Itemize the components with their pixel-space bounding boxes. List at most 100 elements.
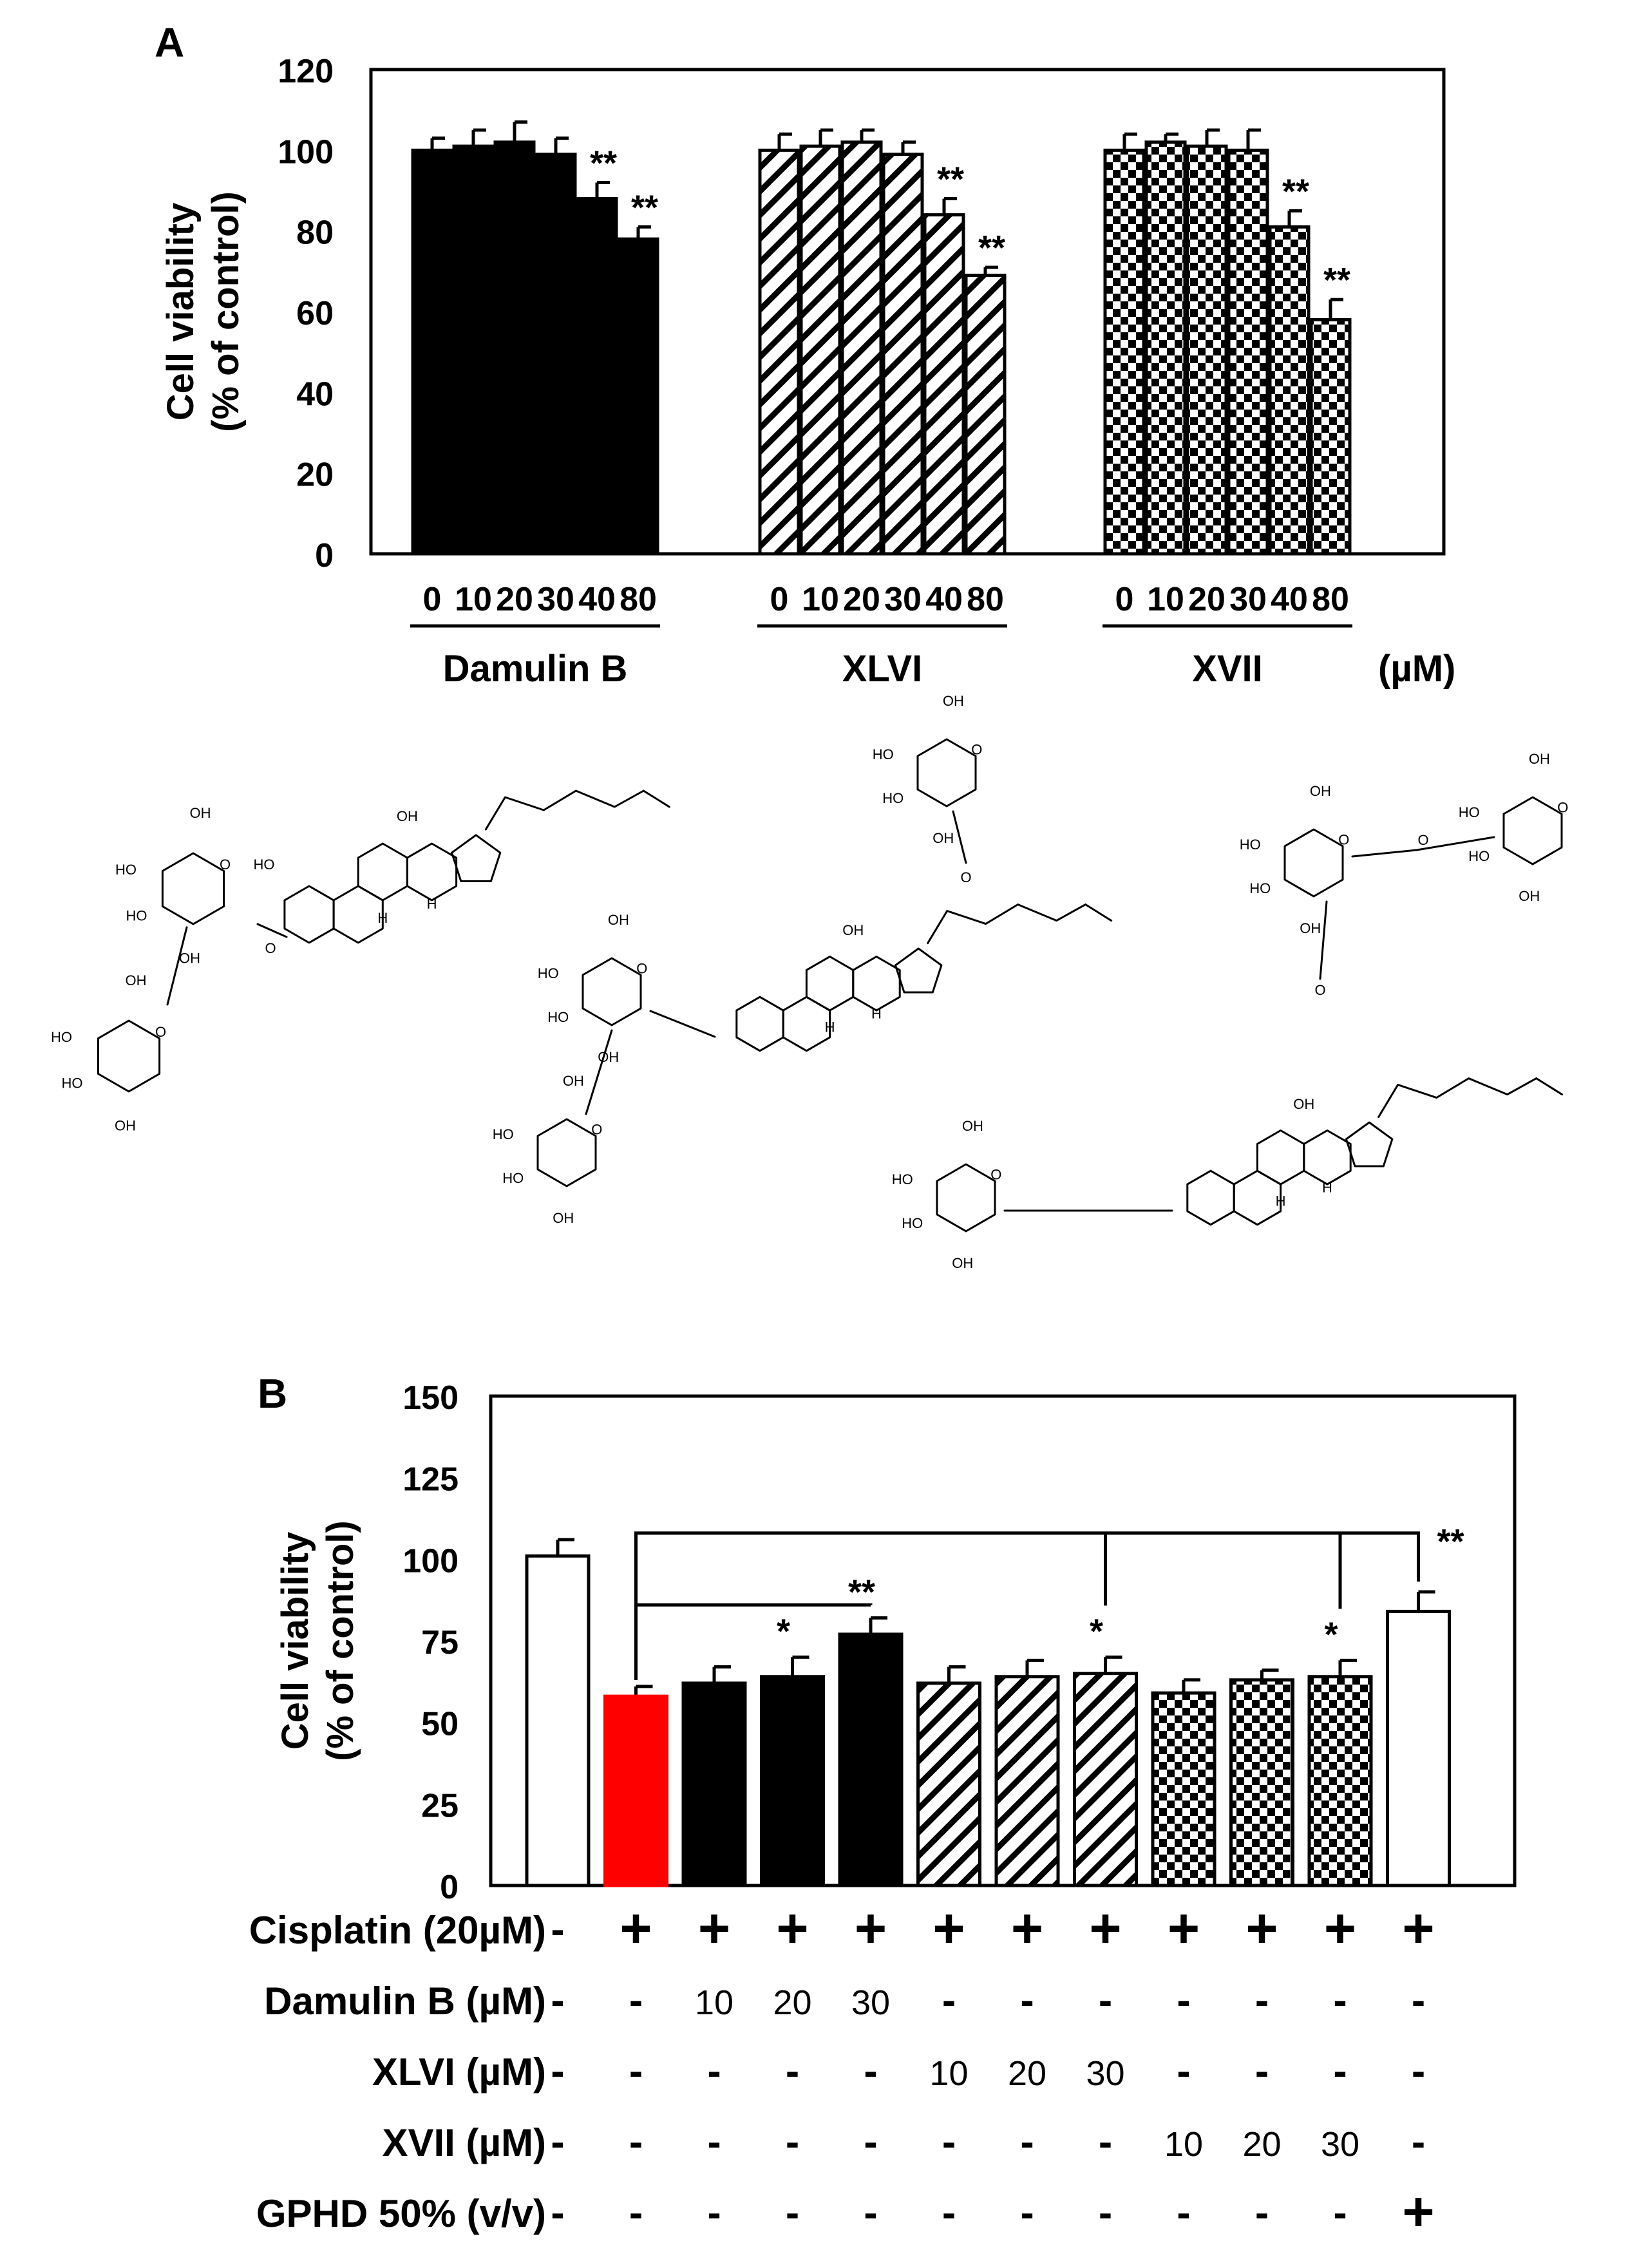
panel-b-condition-cell: - bbox=[1177, 1977, 1190, 2023]
panel-b-condition-cell: 20 bbox=[1242, 2125, 1281, 2164]
structure-atom-label: OH bbox=[1519, 888, 1540, 904]
panel-a-bar bbox=[411, 148, 453, 556]
glycosidic-bond bbox=[256, 923, 288, 938]
panel-a-bar bbox=[452, 144, 495, 556]
panel-a-x-tick-label: 10 bbox=[802, 581, 839, 618]
panel-a-bar bbox=[799, 144, 842, 556]
steroid-ring-a bbox=[1186, 1169, 1235, 1226]
sugar-ring bbox=[582, 957, 642, 1026]
panel-b-bracket-high bbox=[634, 1531, 1420, 1605]
panel-b-condition-cell: - bbox=[786, 2048, 799, 2094]
panel-b-significance: ** bbox=[1437, 1522, 1464, 1561]
panel-a-x-tick-label: 20 bbox=[496, 581, 533, 618]
structure-atom-label: OH bbox=[553, 1210, 574, 1226]
structure-atom-label: O bbox=[265, 940, 276, 956]
structure-atom-label: H bbox=[825, 1019, 835, 1035]
panel-a-bar bbox=[1309, 318, 1352, 556]
panel-b-condition-cell: - bbox=[1412, 2119, 1425, 2165]
panel-b-condition-cell: - bbox=[1333, 2048, 1347, 2094]
panel-a-y-tick-label: 20 bbox=[296, 457, 334, 494]
panel-b-bar bbox=[1229, 1678, 1294, 1887]
panel-b-y-tick-label: 25 bbox=[421, 1787, 459, 1824]
panel-b-y-tick-label: 75 bbox=[421, 1624, 459, 1661]
panel-b-condition-cell: - bbox=[551, 1977, 564, 2023]
panel-b-y-ticks: 0 25 50 75 100 125 150 bbox=[402, 1379, 459, 1906]
panel-b-condition-label: Cisplatin (20µM) bbox=[249, 1909, 546, 1952]
panel-b-condition-cell: + bbox=[1011, 1898, 1043, 1960]
panel-a-x-tick-label: 10 bbox=[1147, 581, 1184, 618]
panel-b-condition-cell: - bbox=[1177, 2189, 1190, 2236]
panel-a-bar bbox=[493, 140, 536, 556]
panel-b-condition-cell: - bbox=[864, 2048, 877, 2094]
panel-a-group-label: Damulin B bbox=[443, 648, 628, 690]
panel-b-condition-cell: - bbox=[1020, 2119, 1034, 2165]
panel-b-y-tick-label: 50 bbox=[421, 1706, 459, 1743]
panel-b-bar bbox=[1307, 1675, 1373, 1887]
steroid-ring-a bbox=[735, 996, 784, 1052]
panel-a-group-label: XVII bbox=[1192, 648, 1263, 690]
panel-a-x-tick-label: 80 bbox=[967, 581, 1004, 618]
structure-atom-label: OH bbox=[115, 1118, 136, 1134]
panel-b-condition-cell: - bbox=[1020, 2189, 1034, 2236]
panel-a-x-tick-label: 80 bbox=[1312, 581, 1349, 618]
panel-a-bar bbox=[1103, 148, 1146, 556]
panel-b-bar bbox=[1151, 1691, 1216, 1887]
panel-b-condition-cell: + bbox=[855, 1898, 887, 1960]
structure-atom-label: O bbox=[971, 741, 982, 757]
panel-b-condition-cell: - bbox=[1255, 1977, 1269, 2023]
steroid-ring-b bbox=[332, 885, 384, 944]
steroid-ring-c bbox=[1256, 1129, 1305, 1186]
structure-atom-label: H bbox=[427, 896, 437, 912]
structure-atom-label: HO bbox=[547, 1009, 569, 1025]
panel-a-significance: ** bbox=[590, 144, 617, 182]
panel-b-significance: * bbox=[777, 1612, 790, 1650]
structure-atom-label: HO bbox=[115, 862, 137, 878]
panel-b-condition-cell: 30 bbox=[1321, 2125, 1359, 2164]
panel-a-chart: A Cell viability (% of control) 0 20 40 60 8… bbox=[155, 19, 1455, 690]
glycosidic-bond bbox=[585, 1010, 716, 1115]
panel-b-significance-brackets bbox=[634, 1531, 1420, 1680]
panel-b-bar bbox=[1386, 1609, 1451, 1887]
panel-a-y-tick-label: 100 bbox=[278, 133, 334, 171]
panel-b-condition-cell: - bbox=[1177, 2048, 1190, 2094]
steroid-ring-a bbox=[283, 885, 335, 944]
panel-b-bar bbox=[603, 1694, 668, 1887]
panel-a-x-tick-label: 0 bbox=[1115, 581, 1134, 618]
panel-b-ylabel-line2: (% of control) bbox=[319, 1520, 361, 1761]
panel-b-condition-cell: 30 bbox=[1086, 2054, 1124, 2093]
panel-b-y-tick-label: 150 bbox=[402, 1379, 459, 1417]
panel-b-condition-cell: - bbox=[629, 2189, 643, 2236]
panel-b-condition-cell: + bbox=[1402, 1898, 1434, 1960]
panel-a-y-ticks: 0 20 40 60 80 100 120 bbox=[278, 53, 334, 574]
panel-b-condition-cell: - bbox=[551, 1906, 564, 1952]
panel-a-y-tick-label: 120 bbox=[278, 53, 334, 90]
panel-a-x-tick-label: 30 bbox=[1229, 581, 1267, 618]
panel-a-bar bbox=[840, 140, 883, 556]
sugar-ring bbox=[916, 738, 977, 808]
structure-atom-label: HO bbox=[892, 1171, 913, 1187]
structure-atom-label: H bbox=[1276, 1193, 1286, 1209]
structure-atom-label: OH bbox=[126, 972, 147, 988]
steroid-ring-c bbox=[357, 842, 408, 902]
panel-b-condition-cell: 10 bbox=[929, 2054, 968, 2093]
side-chain bbox=[484, 789, 670, 831]
sugar-ring bbox=[1283, 828, 1344, 898]
panel-b-condition-cell: - bbox=[864, 2189, 877, 2236]
panel-a-bars: ** ** ** ** ** ** bbox=[411, 120, 1352, 556]
panel-b-condition-cell: - bbox=[707, 2189, 721, 2236]
panel-a-x-tick-label: 0 bbox=[423, 581, 442, 618]
panel-a-bar bbox=[617, 237, 659, 556]
structure-atom-label: OH bbox=[1300, 920, 1321, 936]
panel-b-condition-cell: - bbox=[786, 2189, 799, 2236]
panel-a-x-tick-label: 20 bbox=[843, 581, 880, 618]
panel-b-condition-table: Cisplatin (20µM) - + + + + + + + + + + +Damulin B (µ… bbox=[249, 1898, 1435, 2243]
chemical-structures: HHOHOOHOHOOHOHOHOHOOHOHHOHHOHOHOHOOHOHOH… bbox=[51, 693, 1568, 1271]
steroid-ring-c2 bbox=[406, 842, 458, 902]
structure-atom-label: OH bbox=[179, 950, 200, 967]
panel-b-condition-cell: - bbox=[864, 2119, 877, 2165]
panel-b-condition-label: XLVI (µM) bbox=[372, 2050, 546, 2093]
structure-atom-label: HO bbox=[873, 746, 894, 762]
panel-b-condition-cell: + bbox=[1168, 1898, 1200, 1960]
panel-b-bar bbox=[838, 1632, 904, 1887]
